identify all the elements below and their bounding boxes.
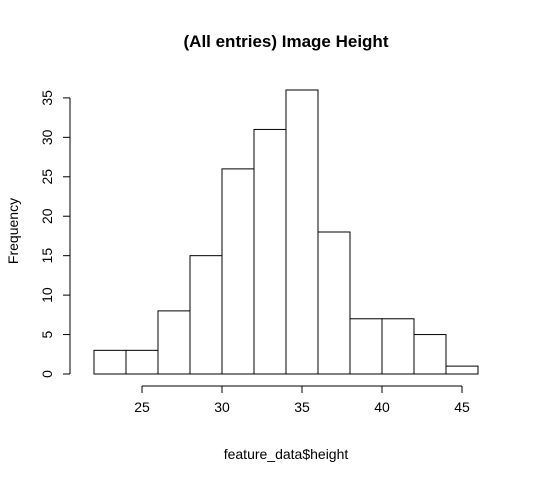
x-axis-label: feature_data$height [224,446,349,462]
y-axis-label: Frequency [5,198,21,264]
histogram-bar [125,349,159,375]
histogram-bar [317,231,351,375]
y-tick-label: 20 [39,208,55,224]
histogram-bar [221,168,255,375]
histogram-bar [349,318,383,375]
histogram-bars [93,89,479,375]
y-tick-label: 15 [39,248,55,264]
y-axis: 0 5 10 15 20 25 30 35 [39,90,71,378]
y-tick-label: 10 [39,287,55,303]
y-tick-label: 25 [39,169,55,185]
histogram-bar [381,318,415,375]
histogram-bar [93,349,127,375]
histogram-bar [413,334,447,375]
x-tick-label: 25 [134,399,150,415]
histogram-bar [157,310,191,375]
x-tick-label: 30 [214,399,230,415]
y-tick-label: 5 [39,330,55,338]
x-tick-label: 45 [454,399,470,415]
histogram-bar [189,255,223,375]
histogram-bar [445,365,479,375]
histogram-bar [285,89,319,375]
x-axis: 25 30 35 40 45 [134,385,470,415]
chart-title: (All entries) Image Height [184,32,389,51]
y-tick-label: 30 [39,129,55,145]
y-tick-label: 0 [39,370,55,378]
x-tick-label: 40 [374,399,390,415]
y-tick-label: 35 [39,90,55,106]
x-tick-label: 35 [294,399,310,415]
histogram-bar [253,128,287,375]
